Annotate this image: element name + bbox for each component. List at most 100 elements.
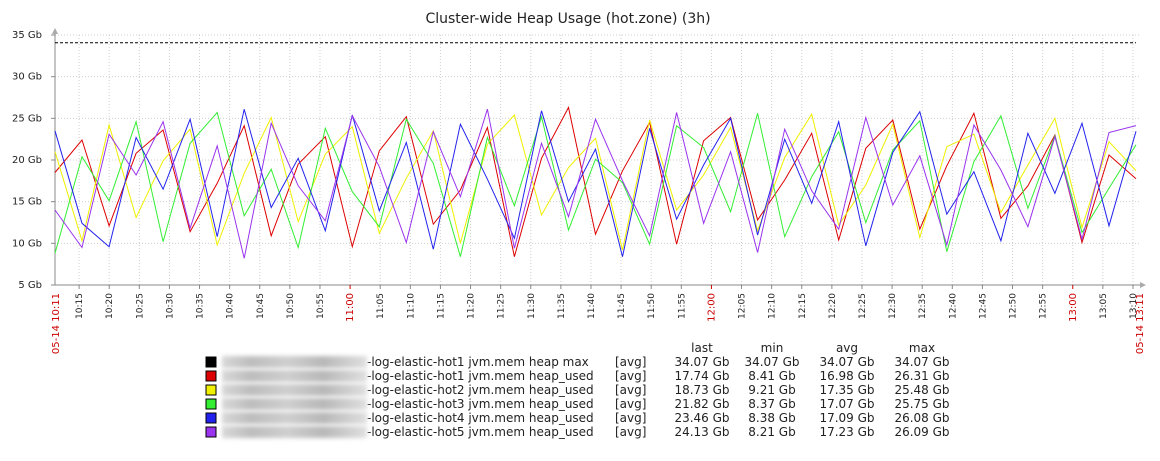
x-tick-label: 11:05 [376,293,386,319]
legend: last min avg max -log-elastic-hot1 jvm.mem h… [205,341,950,439]
legend-swatch-0 [205,356,217,368]
series-line-4 [54,109,1137,257]
legend-func: [avg] [615,383,646,397]
x-tick-label: 12:30 [888,293,898,319]
x-tick-label: 13:05 [1099,293,1109,319]
legend-func: [avg] [615,425,646,439]
x-tick-label: 11:30 [527,293,537,319]
legend-value-last: 17.74 Gb [674,369,729,383]
x-tick-label: 12:50 [1009,293,1019,319]
legend-value-avg: 17.35 Gb [819,383,874,397]
series-line-2 [54,112,1137,251]
redacted-host-prefix [222,384,367,396]
y-axis-ticks: 5 Gb 10 Gb 15 Gb 20 Gb 25 Gb 30 Gb 35 Gb [12,30,42,291]
legend-header-last: last [691,341,713,355]
legend-value-last: 21.82 Gb [674,397,729,411]
x-tick-label: 12:15 [798,293,808,319]
legend-swatch-5 [205,426,217,438]
x-axis-ticks: 10:15 10:20 10:25 10:30 10:35 10:40 10:45 10:50… [51,293,1146,354]
legend-func: [avg] [615,397,646,411]
y-tick-label: 30 Gb [12,72,42,83]
x-tick-label: 12:55 [1039,293,1049,319]
legend-swatch-2 [205,384,217,396]
x-tick-label: 10:30 [165,293,175,319]
x-tick-label: 10:50 [286,293,296,319]
x-tick-label: 11:00 [345,293,356,322]
redacted-host-prefix [222,426,367,438]
y-tick-label: 10 Gb [12,238,42,249]
legend-swatch-1 [205,370,217,382]
legend-value-avg: 17.09 Gb [819,411,874,425]
legend-value-avg: 17.07 Gb [819,397,874,411]
x-tick-label: 10:45 [256,293,266,319]
y-tick-label: 20 Gb [12,155,42,166]
series-line-1 [54,106,1137,257]
legend-value-min: 34.07 Gb [744,355,799,369]
legend-value-max: 26.08 Gb [894,411,949,425]
legend-swatch-4 [205,412,217,424]
legend-swatch-3 [205,398,217,410]
x-tick-label: 11:50 [647,293,657,319]
y-axis-arrow [52,28,58,34]
redacted-host-prefix [222,412,367,424]
legend-value-last: 34.07 Gb [674,355,729,369]
x-tick-label: 10:40 [226,293,236,319]
redacted-host-prefix [222,370,367,382]
x-tick-label: 11:40 [587,293,597,319]
legend-header-avg: avg [836,341,858,355]
x-tick-label: 12:10 [768,293,778,319]
legend-series-name: -log-elastic-hot5 jvm.mem heap_used [367,425,594,439]
axes [51,28,1146,289]
grid [55,34,1139,286]
x-tick-label: 12:35 [918,293,928,319]
x-tick-label: 10:25 [135,293,145,319]
x-end-label: 05-14 13:11 [1135,293,1146,354]
x-start-label: 05-14 10:11 [51,293,62,354]
legend-series-name: -log-elastic-hot3 jvm.mem heap_used [367,397,594,411]
x-tick-label: 11:55 [677,293,687,319]
x-tick-label: 11:20 [467,293,477,319]
x-tick-label: 10:15 [75,293,85,319]
legend-value-min: 9.21 Gb [748,383,795,397]
redacted-host-prefix [222,356,367,368]
legend-value-min: 8.41 Gb [748,369,795,383]
x-tick-label: 10:20 [105,293,115,319]
legend-value-avg: 16.98 Gb [819,369,874,383]
series-lines [54,42,1137,259]
x-tick-label: 10:35 [196,293,206,319]
x-tick-label: 11:35 [557,293,567,319]
redacted-host-prefix [222,398,367,410]
legend-func: [avg] [615,369,646,383]
legend-value-max: 26.09 Gb [894,425,949,439]
x-tick-label: 11:10 [406,293,416,319]
x-tick-label: 12:05 [738,293,748,319]
legend-value-min: 8.38 Gb [748,411,795,425]
legend-value-max: 26.31 Gb [894,369,949,383]
x-tick-label: 11:15 [436,293,446,319]
legend-func: [avg] [615,355,646,369]
y-tick-label: 25 Gb [12,113,42,124]
series-line-3 [54,111,1137,257]
x-tick-label: 12:25 [858,293,868,319]
y-tick-label: 5 Gb [18,280,42,291]
x-tick-label: 11:45 [617,293,627,319]
legend-series-name: -log-elastic-hot1 jvm.mem heap_used [367,369,594,383]
x-tick-label: 12:00 [706,293,717,322]
y-tick-label: 15 Gb [12,197,42,208]
legend-value-max: 25.75 Gb [894,397,949,411]
legend-value-avg: 17.23 Gb [819,425,874,439]
y-tick-label: 35 Gb [12,30,42,41]
x-tick-label: 12:40 [948,293,958,319]
legend-value-min: 8.21 Gb [748,425,795,439]
chart-title: Cluster-wide Heap Usage (hot.zone) (3h) [425,11,710,27]
legend-value-last: 24.13 Gb [674,425,729,439]
x-axis-arrow [1140,282,1146,288]
legend-value-avg: 34.07 Gb [819,355,874,369]
legend-value-max: 25.48 Gb [894,383,949,397]
legend-value-last: 23.46 Gb [674,411,729,425]
legend-series-name: -log-elastic-hot4 jvm.mem heap_used [367,411,594,425]
x-tick-label: 13:00 [1068,293,1079,322]
x-tick-label: 13:10 [1129,293,1139,319]
x-tick-label: 10:55 [316,293,326,319]
